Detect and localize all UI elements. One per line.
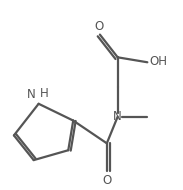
Text: O: O — [94, 20, 104, 33]
Text: H: H — [40, 87, 48, 100]
Text: N: N — [113, 110, 122, 123]
Text: OH: OH — [149, 55, 167, 68]
Text: N: N — [27, 88, 36, 101]
Text: O: O — [102, 174, 111, 187]
